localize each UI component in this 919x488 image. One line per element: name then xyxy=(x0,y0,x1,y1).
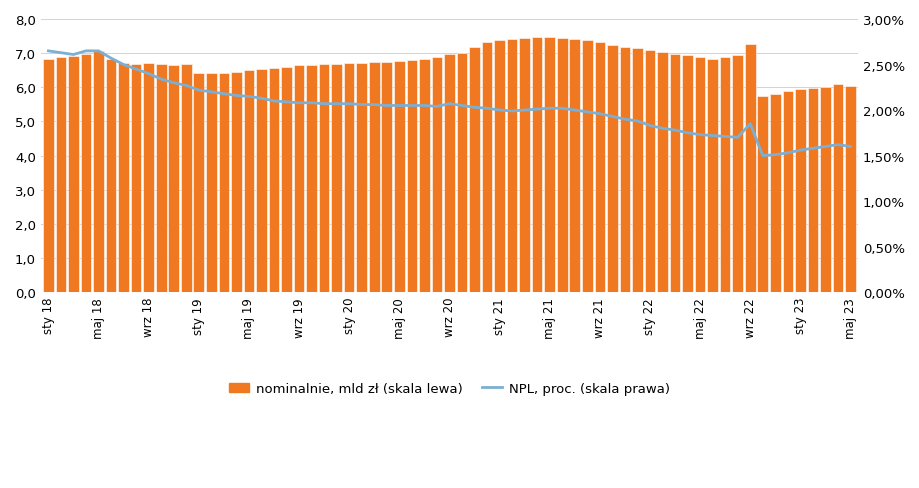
Bar xyxy=(68,57,79,292)
Bar xyxy=(682,56,692,292)
Bar xyxy=(106,60,116,292)
Bar xyxy=(181,65,191,292)
Bar xyxy=(381,62,391,292)
Bar xyxy=(143,64,153,292)
Bar xyxy=(444,55,454,292)
Bar xyxy=(482,43,492,292)
Bar xyxy=(168,66,179,292)
Bar xyxy=(794,90,805,292)
Bar xyxy=(55,58,66,292)
Bar xyxy=(694,58,705,292)
Bar xyxy=(393,61,404,292)
Bar xyxy=(819,87,830,292)
Bar xyxy=(544,38,554,292)
Bar xyxy=(155,65,166,292)
Bar xyxy=(356,63,367,292)
Bar xyxy=(807,89,817,292)
Bar xyxy=(219,74,229,292)
Bar xyxy=(369,63,380,292)
Bar xyxy=(331,65,342,292)
Bar xyxy=(744,44,754,292)
Bar xyxy=(506,40,516,292)
Bar xyxy=(406,61,416,292)
Bar xyxy=(431,58,442,292)
Bar xyxy=(81,55,91,292)
Bar xyxy=(306,66,316,292)
Bar xyxy=(782,92,792,292)
Bar xyxy=(281,68,291,292)
Bar xyxy=(206,74,216,292)
Bar xyxy=(769,95,780,292)
Bar xyxy=(845,86,855,292)
Bar xyxy=(719,58,730,292)
Bar xyxy=(469,48,480,292)
Bar xyxy=(319,65,329,292)
Legend: nominalnie, mld zł (skala lewa), NPL, proc. (skala prawa): nominalnie, mld zł (skala lewa), NPL, pr… xyxy=(223,377,675,401)
Bar xyxy=(119,63,129,292)
Bar xyxy=(93,52,104,292)
Bar xyxy=(494,41,505,292)
Bar xyxy=(43,60,53,292)
Bar xyxy=(618,48,630,292)
Bar xyxy=(344,64,354,292)
Bar xyxy=(756,97,767,292)
Bar xyxy=(707,60,717,292)
Bar xyxy=(268,69,279,292)
Bar xyxy=(418,60,429,292)
Bar xyxy=(631,49,642,292)
Bar xyxy=(732,56,743,292)
Bar xyxy=(518,39,529,292)
Bar xyxy=(255,69,267,292)
Bar xyxy=(130,65,142,292)
Bar xyxy=(569,40,580,292)
Bar xyxy=(244,71,254,292)
Bar xyxy=(293,66,304,292)
Bar xyxy=(832,85,843,292)
Bar xyxy=(556,39,567,292)
Bar xyxy=(607,45,617,292)
Bar xyxy=(644,51,654,292)
Bar xyxy=(594,43,605,292)
Bar xyxy=(669,55,680,292)
Bar xyxy=(531,38,542,292)
Bar xyxy=(656,53,667,292)
Bar xyxy=(193,74,204,292)
Bar xyxy=(456,54,467,292)
Bar xyxy=(231,73,242,292)
Bar xyxy=(582,41,592,292)
